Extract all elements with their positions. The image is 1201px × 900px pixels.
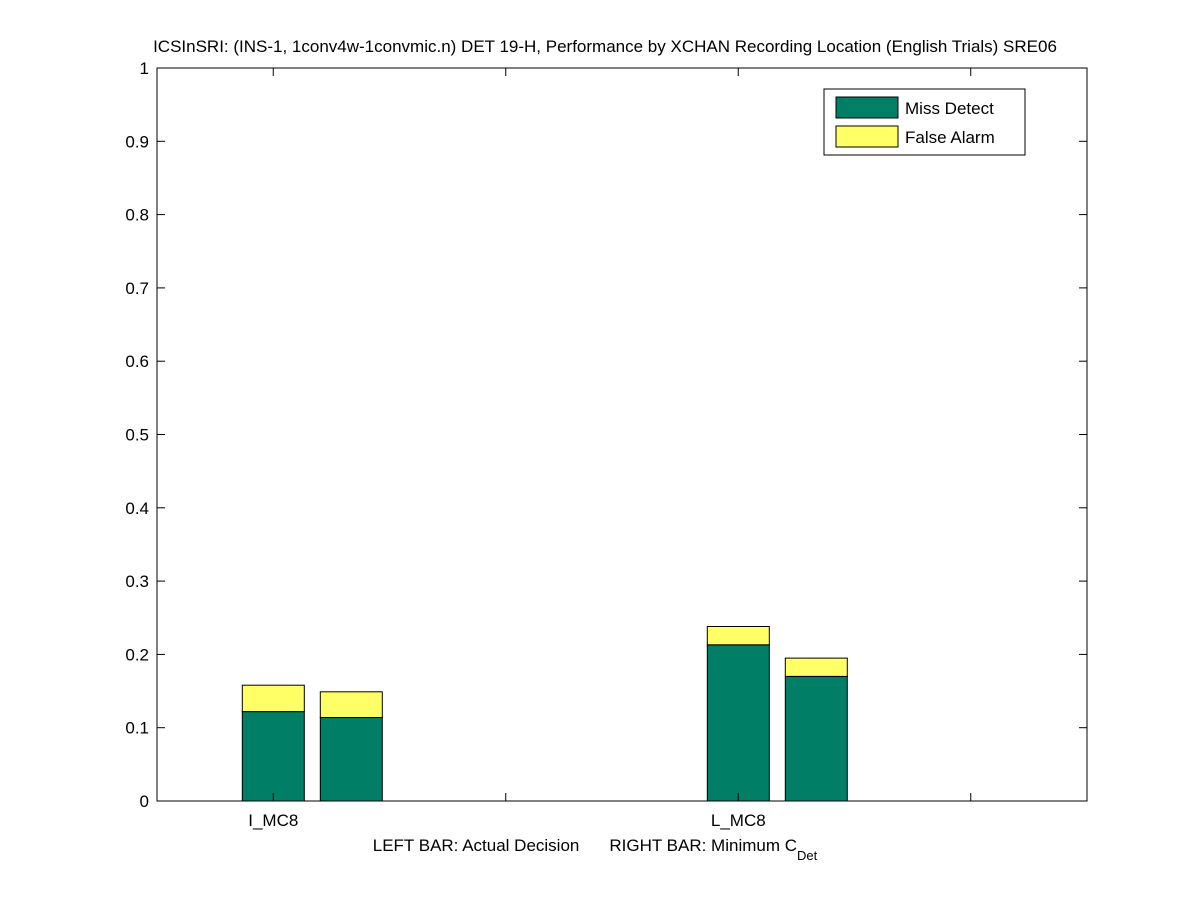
y-tick-label: 0.1 — [125, 719, 149, 738]
y-tick-label: 1 — [140, 59, 149, 78]
bar-l-mc8-actual-miss-detect — [706, 644, 770, 802]
bars-group — [241, 626, 848, 802]
bar-i-mc8-minimum-miss-detect — [319, 716, 383, 802]
legend-swatch-false-alarm — [835, 125, 899, 148]
bar-i-mc8-actual-miss-detect — [241, 711, 305, 802]
ticks-group: 0 0.1 0.2 0.3 0.4 0.5 0.6 0.7 0.8 0.9 1 I_MC8 L_MC8 — [125, 59, 1087, 830]
y-tick-label: 0.9 — [125, 132, 149, 151]
y-tick-label: 0.4 — [125, 499, 149, 518]
x-category-label-l-mc8: L_MC8 — [711, 811, 766, 830]
y-tick-label: 0.8 — [125, 206, 149, 225]
x-axis-label: LEFT BAR: Actual Decision RIGHT BAR: Mini… — [373, 836, 818, 863]
x-category-label-i-mc8: I_MC8 — [248, 811, 298, 830]
y-tick-label: 0.3 — [125, 572, 149, 591]
bar-l-mc8-actual-false-alarm — [706, 626, 770, 646]
x-axis-label-left: LEFT BAR: Actual Decision — [373, 836, 580, 855]
legend-swatch-miss-detect — [835, 96, 899, 119]
chart-title: ICSInSRI: (INS-1, 1conv4w-1convmic.n) DE… — [153, 37, 1057, 56]
x-axis-label-subscript: Det — [797, 848, 818, 863]
bar-l-mc8-minimum-miss-detect — [784, 675, 848, 802]
bar-l-mc8-minimum-false-alarm — [784, 657, 848, 677]
y-tick-label: 0.5 — [125, 426, 149, 445]
y-tick-label: 0.7 — [125, 279, 149, 298]
legend-label-false-alarm: False Alarm — [905, 128, 995, 147]
bar-i-mc8-actual-false-alarm — [241, 684, 305, 713]
legend-label-miss-detect: Miss Detect — [905, 99, 994, 118]
bar-i-mc8-minimum-false-alarm — [319, 691, 383, 718]
legend: Miss Detect False Alarm — [823, 88, 1026, 156]
y-tick-label: 0.2 — [125, 645, 149, 664]
x-axis-label-right: RIGHT BAR: Minimum C — [609, 836, 797, 855]
y-tick-label: 0.6 — [125, 352, 149, 371]
y-tick-label: 0 — [140, 792, 149, 811]
